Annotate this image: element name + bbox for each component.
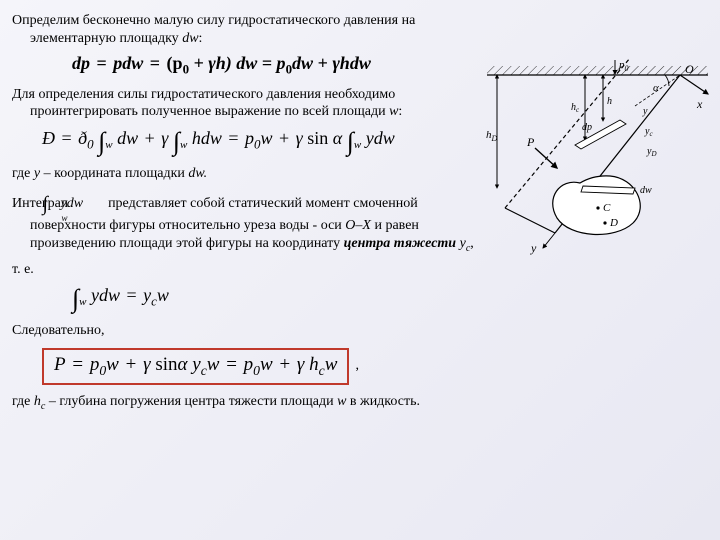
yc: y xyxy=(143,285,151,305)
svg-text:C: C xyxy=(603,202,611,214)
center-of-gravity: центра тяжести xyxy=(344,236,457,251)
para-integrate: Для определения силы гидростатического д… xyxy=(12,86,482,121)
intsub: w xyxy=(105,139,112,151)
lhs: Ð xyxy=(42,128,55,148)
dw-symbol: dw xyxy=(182,31,198,46)
yc: y xyxy=(188,354,201,375)
dw-symbol: dw. xyxy=(188,166,207,181)
eq: = xyxy=(143,53,166,73)
formula-ydw: ∫w ydw = ycw xyxy=(72,284,482,314)
sub: 0 xyxy=(253,363,260,378)
hc: h xyxy=(309,354,319,375)
integral-icon: ∫ xyxy=(347,127,354,157)
w: w xyxy=(157,285,169,305)
ie: т. е. xyxy=(12,261,482,279)
text: Для определения силы гидростатического д… xyxy=(12,87,395,120)
hydrostatic-diagram: O p0 x α hD h hc dp P dw C D y y yc yD xyxy=(485,58,710,258)
dw: dw xyxy=(117,128,138,148)
integral-icon: ∫ xyxy=(173,127,180,157)
svg-text:x: x xyxy=(696,97,703,111)
lhs: dp xyxy=(72,53,90,73)
t: + γh) dw = p xyxy=(189,53,286,73)
formula-dp: dp = pdw = (p0 + γh) dw = p0dw + γhdw xyxy=(72,53,482,78)
svg-text:y: y xyxy=(530,241,537,255)
hdw: hdw xyxy=(192,128,222,148)
svg-text:P: P xyxy=(526,135,535,149)
eq: = xyxy=(219,354,243,375)
plus: + xyxy=(119,354,143,375)
svg-text:hD: hD xyxy=(486,129,498,143)
comma: , xyxy=(355,358,359,374)
eq: = xyxy=(120,285,143,305)
w: w xyxy=(325,354,338,375)
P: P xyxy=(54,354,66,375)
t: (p xyxy=(167,53,183,73)
eq: = xyxy=(55,128,78,148)
para-infinitesimal-force: Определим бесконечно малую силу гидроста… xyxy=(12,12,482,47)
p0: p xyxy=(244,354,254,375)
w: w xyxy=(260,354,273,375)
text: – координата площадки xyxy=(40,166,188,181)
ydw: ydw xyxy=(61,196,84,211)
text: в жидкость. xyxy=(346,394,420,409)
intsub: w xyxy=(79,296,86,308)
intsub: w xyxy=(354,139,361,151)
svg-text:D: D xyxy=(609,217,618,229)
eq: = xyxy=(66,354,90,375)
para-where-hc: где hc – глубина погружения центра тяжес… xyxy=(12,393,482,413)
svg-text:yD: yD xyxy=(646,146,657,158)
alpha: α xyxy=(178,354,188,375)
gamma: γh xyxy=(332,53,350,73)
sin: sin xyxy=(151,354,178,375)
t: dw xyxy=(350,53,371,73)
sin: sin xyxy=(303,128,333,148)
eq: = xyxy=(222,128,245,148)
yc-symbol: у xyxy=(456,236,466,251)
svg-text:h: h xyxy=(607,96,612,107)
t: pdw xyxy=(113,53,143,73)
t: dw + xyxy=(292,53,332,73)
ydw: ydw xyxy=(91,285,120,305)
p0: p xyxy=(245,128,254,148)
text: где xyxy=(12,394,34,409)
para-where-y: где у – координата площадки dw. xyxy=(12,165,482,183)
w: w xyxy=(261,128,273,148)
w-symbol: w xyxy=(337,394,346,409)
eq: = xyxy=(90,53,113,73)
gamma: γ xyxy=(297,354,305,375)
therefore: Следовательно, xyxy=(12,322,482,340)
gamma: γ xyxy=(143,354,151,375)
text: : xyxy=(398,104,402,119)
svg-text:dw: dw xyxy=(640,185,652,196)
gamma: γ xyxy=(296,128,303,148)
sub: 0 xyxy=(87,136,93,151)
ox-symbol: O–X xyxy=(345,218,371,233)
text: : xyxy=(199,31,203,46)
intsub: w xyxy=(180,139,187,151)
alpha: α xyxy=(333,128,342,148)
formula-P-boxed: P = p0w + γ sinα ycw = p0w + γ hcw xyxy=(42,348,349,385)
svg-text:hc: hc xyxy=(571,102,580,114)
svg-text:α: α xyxy=(653,82,659,94)
text: , xyxy=(470,236,474,251)
text: – глубина погружения центра тяжести площ… xyxy=(45,394,337,409)
plus: + xyxy=(138,128,161,148)
svg-text:O: O xyxy=(685,62,694,76)
gamma: γ xyxy=(161,128,168,148)
para-integral-moment: Интеграл ∫ydww представляет собой статич… xyxy=(12,192,482,255)
plus: + xyxy=(273,128,296,148)
svg-text:y: y xyxy=(642,106,648,117)
w: w xyxy=(207,354,220,375)
text: где xyxy=(12,166,34,181)
svg-text:yc: yc xyxy=(644,126,653,138)
text: Определим бесконечно малую силу гидроста… xyxy=(12,13,415,46)
svg-text:dp: dp xyxy=(582,122,592,133)
d0: ð xyxy=(78,128,87,148)
formula-D: Ð = ð0 ∫w dw + γ ∫w hdw = p0w + γ sin α … xyxy=(42,127,482,157)
w: w xyxy=(106,354,119,375)
plus: + xyxy=(273,354,297,375)
p0: p xyxy=(90,354,100,375)
hc-symbol: h xyxy=(34,394,41,409)
ydw: ydw xyxy=(366,128,395,148)
